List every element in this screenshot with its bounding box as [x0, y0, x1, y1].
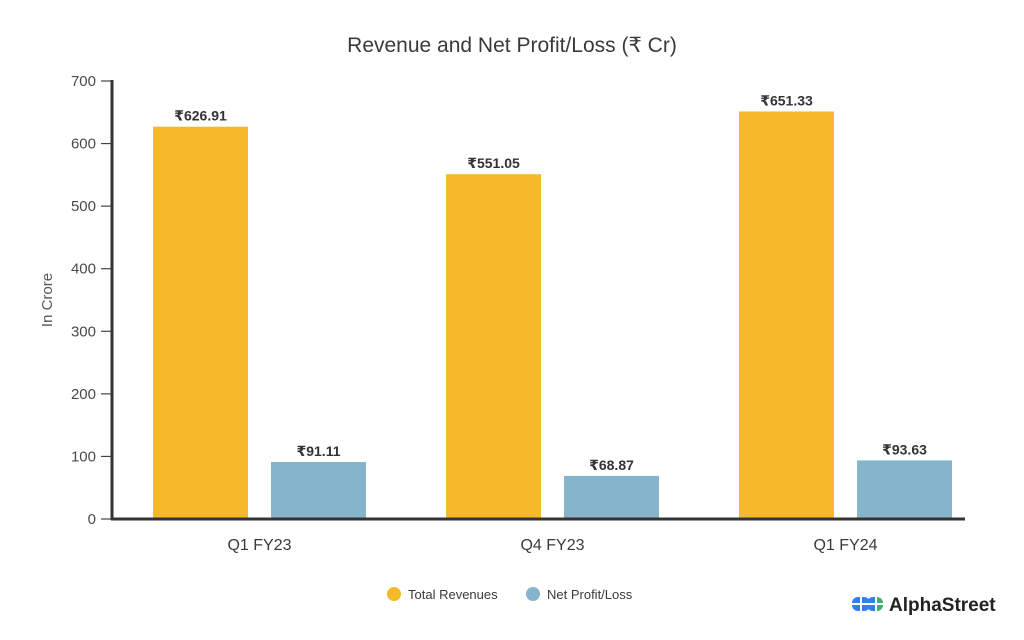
data-label: ₹93.63 [882, 441, 927, 457]
legend-label-total-revenues: Total Revenues [408, 587, 498, 602]
bar-total-revenues-q1-fy24 [739, 111, 834, 519]
legend-label-net-profit-loss: Net Profit/Loss [547, 587, 633, 602]
y-tick-label: 700 [71, 73, 96, 90]
x-category-label: Q1 FY24 [813, 537, 877, 554]
legend-swatch-total-revenues [387, 587, 401, 601]
y-tick-label: 200 [71, 386, 96, 403]
y-tick-label: 0 [88, 511, 96, 528]
bar-net-profit-loss-q4-fy23 [564, 475, 659, 519]
bar-total-revenues-q1-fy23 [153, 126, 248, 519]
bar-net-profit-loss-q1-fy23 [271, 461, 366, 519]
bar-net-profit-loss-q1-fy24 [857, 460, 952, 519]
legend-swatch-net-profit-loss [526, 587, 540, 601]
y-axis-ticks: 0 100 200 300 400 500 600 700 [71, 73, 112, 528]
data-label: ₹68.87 [589, 457, 634, 473]
y-tick-label: 500 [71, 198, 96, 215]
data-label: ₹91.11 [296, 443, 340, 459]
y-tick-label: 300 [71, 323, 96, 340]
y-tick-label: 100 [71, 448, 96, 465]
x-axis-categories: Q1 FY23 Q4 FY23 Q1 FY24 [227, 537, 877, 554]
data-labels: ₹626.91 ₹91.11 ₹551.05 ₹68.87 ₹651.33 ₹93.63 [174, 92, 927, 472]
data-label: ₹651.33 [760, 92, 813, 108]
alphastreet-logo: AlphaStreet [852, 595, 996, 616]
y-axis-label: In Crore [39, 273, 56, 327]
alphastreet-logo-text: AlphaStreet [889, 595, 996, 616]
chart-title: Revenue and Net Profit/Loss (₹ Cr) [347, 34, 677, 57]
alphastreet-logo-icon [852, 597, 883, 611]
legend: Total Revenues Net Profit/Loss [387, 587, 633, 602]
bars [153, 111, 952, 520]
x-category-label: Q1 FY23 [227, 537, 291, 554]
bar-total-revenues-q4-fy23 [446, 174, 541, 520]
y-tick-label: 400 [71, 261, 96, 278]
data-label: ₹551.05 [467, 155, 520, 171]
data-label: ₹626.91 [174, 108, 227, 124]
y-tick-label: 600 [71, 136, 96, 153]
x-category-label: Q4 FY23 [520, 537, 584, 554]
